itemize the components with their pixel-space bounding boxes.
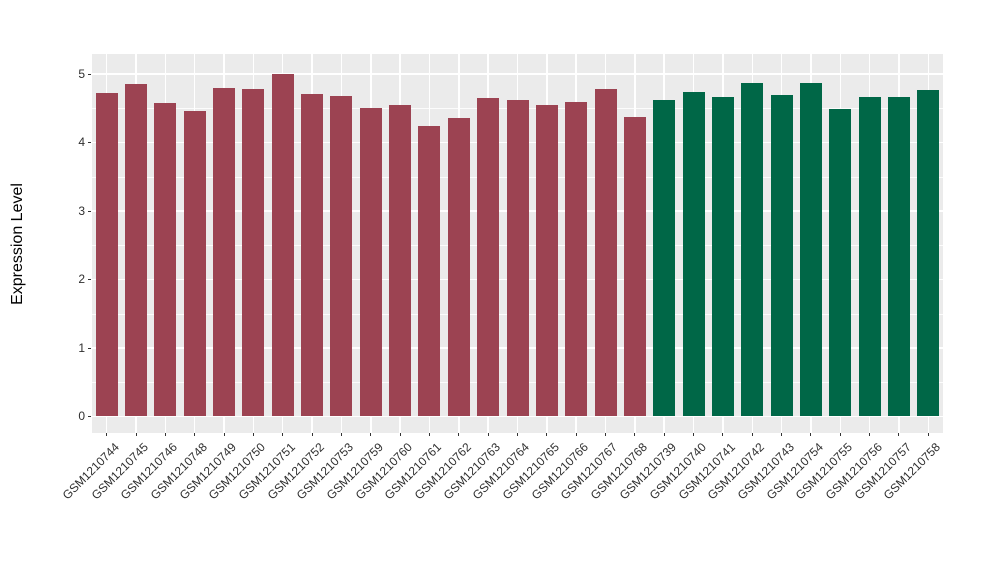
x-axis-tick [311, 433, 313, 436]
bar-GSM1210765 [535, 104, 558, 417]
bar-GSM1210754 [799, 83, 822, 417]
bar-GSM1210762 [447, 118, 470, 417]
x-axis-tick [487, 433, 489, 436]
x-axis-tick [751, 433, 753, 436]
bar-GSM1210751 [271, 73, 294, 417]
y-axis-tick [88, 347, 91, 349]
bar-GSM1210745 [125, 84, 148, 417]
x-axis-tick [340, 433, 342, 436]
y-axis-tick [88, 210, 91, 212]
bar-GSM1210763 [477, 97, 500, 417]
x-axis-tick [282, 433, 284, 436]
bar-GSM1210740 [682, 92, 705, 417]
bar-GSM1210755 [829, 109, 852, 417]
y-tick-label: 1 [78, 340, 85, 355]
x-axis-tick [663, 433, 665, 436]
y-axis-tick [88, 142, 91, 144]
bar-GSM1210746 [154, 103, 177, 417]
bar-GSM1210742 [741, 83, 764, 417]
x-axis-tick [458, 433, 460, 436]
y-major-gridline [92, 415, 943, 418]
bar-GSM1210766 [565, 101, 588, 417]
x-axis-tick [106, 433, 108, 436]
x-axis-tick [370, 433, 372, 436]
y-axis-title: Expression Level [9, 183, 26, 305]
x-axis-tick [605, 433, 607, 436]
y-tick-label: 3 [78, 203, 85, 218]
x-axis-tick [428, 433, 430, 436]
x-axis-tick [781, 433, 783, 436]
x-axis-tick [898, 433, 900, 436]
bar-GSM1210756 [858, 97, 881, 417]
y-axis-tick [88, 279, 91, 281]
x-axis-tick [546, 433, 548, 436]
x-axis-tick [869, 433, 871, 436]
bar-GSM1210752 [301, 94, 324, 417]
bar-GSM1210757 [887, 97, 910, 417]
y-major-gridline [92, 73, 943, 75]
y-tick-label: 0 [78, 409, 85, 424]
x-axis-tick [252, 433, 254, 436]
x-axis-tick [722, 433, 724, 436]
bar-GSM1210768 [623, 117, 646, 417]
bar-GSM1210750 [242, 88, 265, 417]
bar-GSM1210749 [213, 87, 236, 417]
x-axis-tick [634, 433, 636, 436]
x-axis-tick [164, 433, 166, 436]
x-axis-tick [194, 433, 196, 436]
x-axis-tick [399, 433, 401, 436]
bar-GSM1210743 [770, 95, 793, 417]
bar-GSM1210739 [653, 99, 676, 417]
x-axis-tick [839, 433, 841, 436]
bar-GSM1210748 [183, 110, 206, 417]
bar-GSM1210761 [418, 125, 441, 417]
bar-GSM1210759 [359, 108, 382, 417]
bar-GSM1210764 [506, 99, 529, 417]
y-tick-label: 4 [78, 135, 85, 150]
y-tick-label: 5 [78, 66, 85, 81]
plot-panel [92, 54, 943, 433]
y-axis-tick [88, 73, 91, 75]
x-axis-tick [927, 433, 929, 436]
x-axis-tick [135, 433, 137, 436]
bar-GSM1210760 [389, 104, 412, 417]
bar-GSM1210744 [95, 93, 118, 417]
x-axis-tick [693, 433, 695, 436]
bar-GSM1210741 [711, 97, 734, 417]
y-tick-label: 2 [78, 272, 85, 287]
bar-GSM1210767 [594, 88, 617, 417]
bar-GSM1210758 [917, 90, 940, 417]
x-axis-tick [223, 433, 225, 436]
x-axis-tick [517, 433, 518, 436]
x-axis-tick [575, 433, 577, 436]
x-axis-tick [810, 433, 812, 436]
y-axis-tick [88, 416, 91, 418]
bar-GSM1210753 [330, 95, 353, 417]
